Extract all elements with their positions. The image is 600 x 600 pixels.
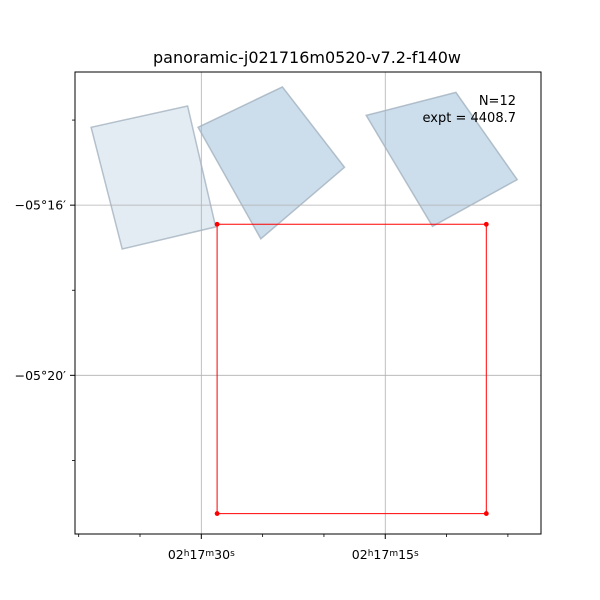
- footprint-2: [197, 85, 346, 240]
- plot-frame: [74, 71, 542, 535]
- region-vertex-3: [483, 511, 489, 516]
- footprints-layer: [90, 85, 519, 250]
- y-tick-label-1: −05°16′: [15, 198, 67, 213]
- region-vertex-1: [214, 221, 220, 227]
- footprint-1: [90, 105, 217, 250]
- chart-title: panoramic-j021716m0520-v7.2-f140w: [153, 48, 461, 67]
- annotation-count: N=12: [479, 94, 516, 109]
- x-tick-label-1: 02h17m30s: [168, 547, 235, 562]
- x-tick-label-2: 02h17m15s: [352, 547, 419, 562]
- region-vertex-2: [483, 221, 489, 227]
- ticks-layer: 02h17m30s 02h17m15s −05°16′ −05°20′: [15, 119, 509, 562]
- grid-lines: [75, 72, 541, 534]
- y-tick-label-2: −05°20′: [15, 368, 67, 383]
- annotation-exposure-time: expt = 4408.7: [423, 111, 516, 126]
- region-vertex-4: [214, 511, 220, 516]
- footprint-3: [365, 91, 519, 228]
- region-outline: [216, 223, 487, 515]
- region-layer: [214, 221, 489, 516]
